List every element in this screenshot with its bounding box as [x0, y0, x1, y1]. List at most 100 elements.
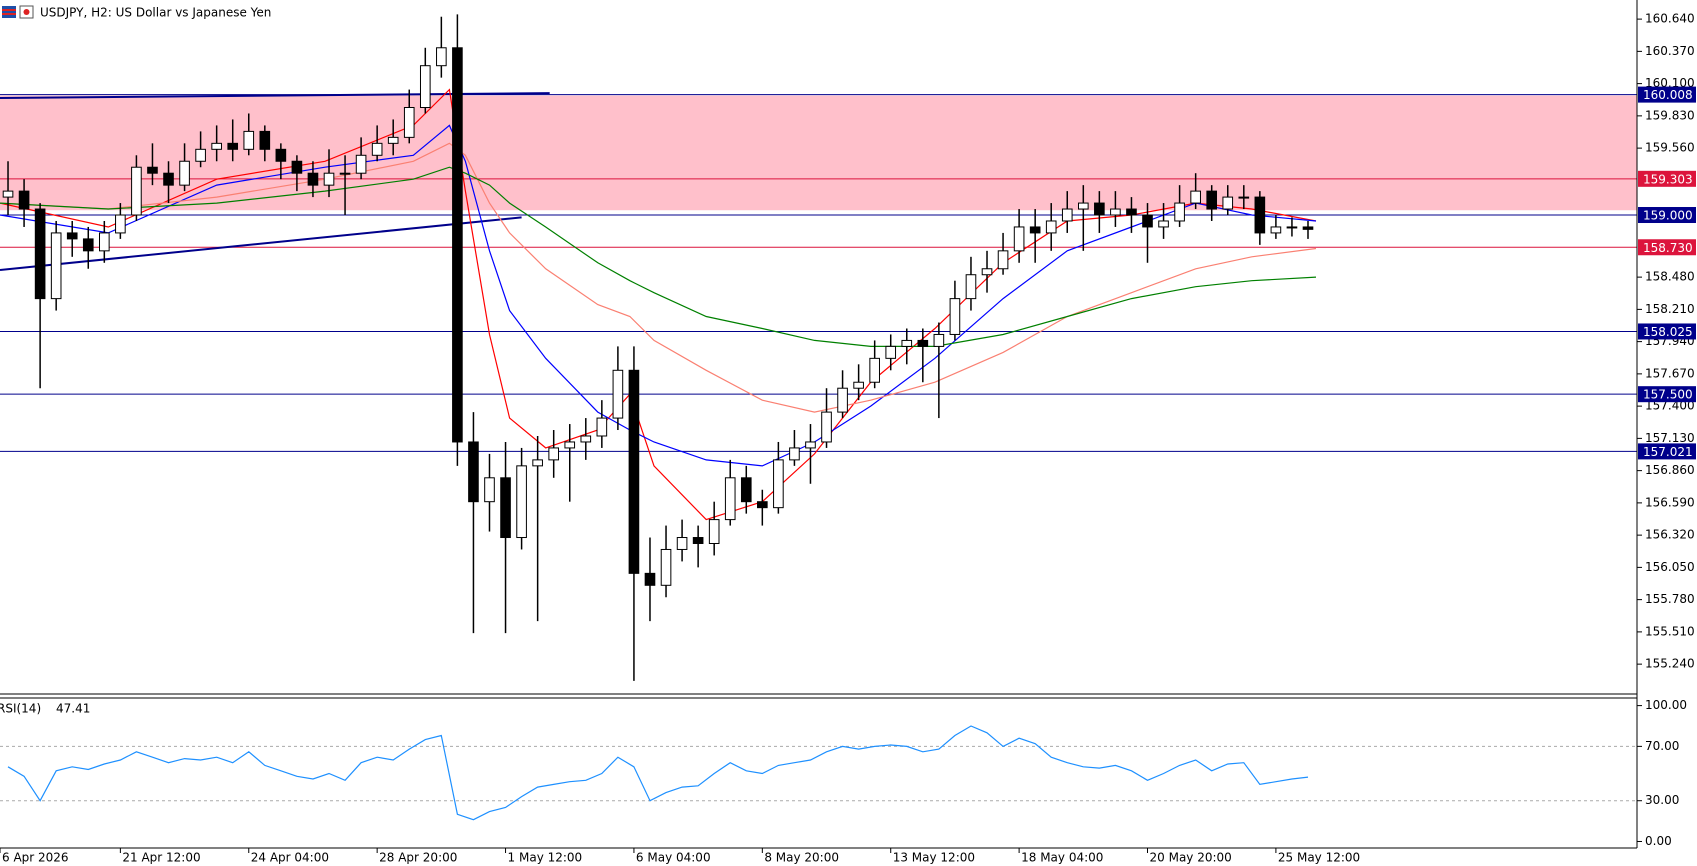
candle-body — [1254, 196, 1266, 234]
level-label-box — [1638, 86, 1696, 103]
rsi-line — [7, 725, 1309, 821]
candle-body — [452, 47, 463, 443]
x-tick-label: 28 Apr 20:00 — [379, 851, 457, 865]
candle-body — [34, 208, 46, 300]
candle-body — [131, 166, 142, 216]
x-tick-label: 25 May 12:00 — [1278, 851, 1360, 865]
candle-body — [1061, 208, 1073, 222]
candle-body — [50, 232, 62, 300]
candle-body — [1206, 190, 1218, 210]
candle-body — [2, 190, 14, 198]
candle-body — [821, 411, 832, 443]
symbol-icon — [2, 5, 34, 19]
rsi-y-tick-label: 0.00 — [1645, 834, 1672, 848]
y-tick-label: 156.320 — [1645, 528, 1695, 542]
candle-body — [1094, 202, 1105, 216]
candle-body — [339, 172, 351, 175]
axis-panel — [1637, 0, 1697, 866]
candle-body — [692, 537, 704, 544]
candle-body — [291, 160, 303, 174]
candle-body — [115, 214, 126, 234]
candle-body — [1142, 214, 1153, 228]
candle-body — [18, 190, 30, 210]
candle-body — [1286, 226, 1298, 229]
candle-body — [644, 572, 656, 586]
candle-body — [740, 477, 752, 503]
candle-body — [997, 250, 1009, 270]
candle-body — [484, 477, 495, 503]
candle-body — [805, 441, 816, 449]
candle-body — [147, 166, 158, 174]
candle-body — [1238, 196, 1250, 199]
candle-body — [1158, 220, 1169, 228]
x-tick-label: 20 May 20:00 — [1150, 851, 1232, 865]
candle-body — [532, 459, 543, 467]
chart-title: USDJPY, H2: US Dollar vs Japanese Yen — [40, 6, 271, 20]
candle-body — [965, 274, 977, 300]
level-label: 157.021 — [1643, 445, 1693, 459]
moving-average — [0, 88, 1317, 521]
y-tick-label: 159.560 — [1645, 141, 1695, 155]
x-tick-label: 18 May 04:00 — [1021, 851, 1103, 865]
candle-body — [1077, 202, 1089, 210]
y-tick-label: 160.640 — [1645, 12, 1695, 26]
candle-body — [724, 477, 736, 521]
candle-body — [403, 107, 415, 138]
candle-body — [1029, 226, 1041, 234]
level-label: 158.025 — [1643, 325, 1693, 339]
candle-body — [981, 268, 993, 276]
candle-body — [179, 160, 190, 186]
x-tick-label: 1 May 12:00 — [508, 851, 583, 865]
moving-average — [0, 142, 1317, 413]
candle-body — [1222, 196, 1234, 210]
flag-part — [2, 13, 16, 15]
candle-body — [500, 477, 511, 539]
y-tick-label: 155.240 — [1645, 657, 1695, 671]
level-label-box — [1638, 323, 1696, 340]
level-label: 160.008 — [1643, 88, 1693, 102]
candle-body — [99, 232, 110, 252]
candle-body — [853, 381, 864, 389]
x-tick-label: 21 Apr 12:00 — [122, 851, 200, 865]
rsi-y-tick-label: 100.00 — [1645, 698, 1687, 712]
candle-body — [419, 65, 431, 109]
candle-body — [323, 172, 335, 186]
x-tick-label: 24 Apr 04:00 — [251, 851, 329, 865]
candle-body — [516, 465, 527, 539]
candle-body — [949, 298, 961, 335]
candle-body — [564, 441, 576, 449]
rsi-y-tick-label: 30.00 — [1645, 793, 1679, 807]
candle-body — [548, 447, 560, 461]
level-label: 159.303 — [1643, 172, 1693, 186]
candle-body — [275, 148, 287, 162]
candle-body — [82, 238, 94, 252]
candle-body — [163, 172, 174, 186]
x-tick-label: 13 May 12:00 — [893, 851, 975, 865]
level-label-box — [1638, 386, 1696, 403]
rsi-name: RSI(14) — [0, 702, 41, 716]
candle-body — [612, 369, 624, 419]
candle-body — [757, 501, 768, 509]
candle-body — [901, 339, 913, 347]
y-tick-label: 156.590 — [1645, 495, 1695, 509]
candle-body — [789, 447, 800, 461]
y-tick-label: 159.830 — [1645, 108, 1695, 122]
y-tick-label: 157.670 — [1645, 366, 1695, 380]
candle-body — [1110, 208, 1121, 216]
x-tick-label: 6 Apr 2026 — [2, 851, 69, 865]
candle-body — [837, 387, 848, 413]
candle-body — [1270, 226, 1282, 234]
flag-part — [23, 9, 30, 15]
level-label: 158.730 — [1643, 241, 1693, 255]
candle-body — [259, 130, 271, 150]
rsi-value: 47.41 — [56, 702, 90, 716]
x-tick-label: 6 May 04:00 — [636, 851, 711, 865]
candle-body — [468, 441, 479, 503]
candle-body — [1045, 220, 1057, 234]
candle-body — [66, 232, 78, 240]
level-label: 159.000 — [1643, 209, 1693, 223]
flag-part — [2, 6, 16, 18]
plot-area — [0, 14, 1637, 681]
